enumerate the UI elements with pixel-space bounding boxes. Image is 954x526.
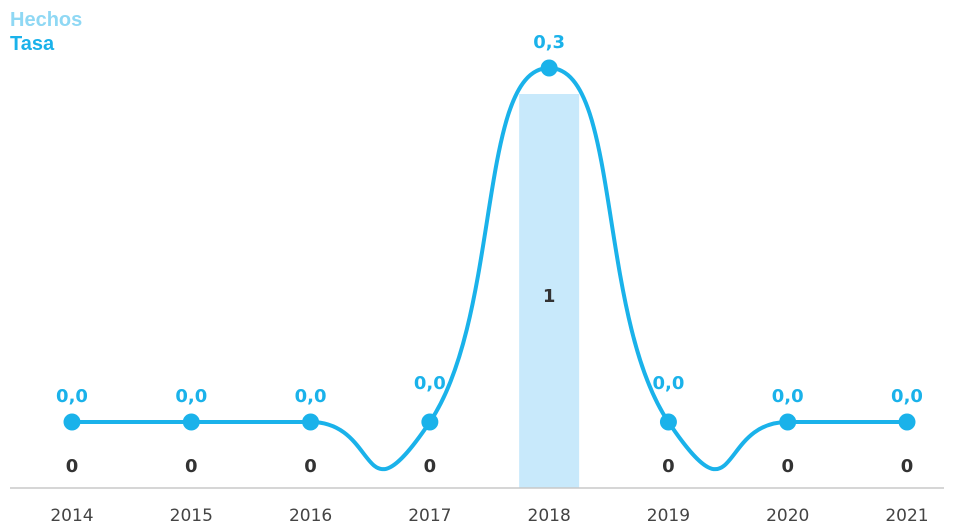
point-2014 (63, 413, 81, 431)
point-2016 (302, 413, 320, 431)
point-2019 (659, 413, 677, 431)
hechos-label-2014: 0 (66, 456, 79, 477)
tasa-label-2021: 0,0 (891, 386, 923, 407)
x-tick-2018: 2018 (528, 506, 571, 526)
x-tick-2015: 2015 (170, 506, 213, 526)
x-tick-2019: 2019 (647, 506, 690, 526)
x-tick-2021: 2021 (885, 506, 928, 526)
hechos-label-2020: 0 (781, 456, 794, 477)
line-tasa (70, 65, 909, 472)
tasa-label-2015: 0,0 (175, 386, 207, 407)
x-tick-2020: 2020 (766, 506, 809, 526)
hechos-label-2015: 0 (185, 456, 198, 477)
tasa-label-2017: 0,0 (414, 373, 446, 394)
hechos-label-2019: 0 (662, 456, 675, 477)
legend-hechos: Hechos (10, 9, 83, 31)
tasa-label-2018: 0,3 (533, 32, 565, 53)
point-2015 (182, 413, 200, 431)
tasa-label-2014: 0,0 (56, 386, 88, 407)
tasa-label-2016: 0,0 (295, 386, 327, 407)
point-2017 (421, 413, 439, 431)
legend-tasa: Tasa (10, 33, 55, 55)
x-tick-2017: 2017 (408, 506, 451, 526)
hechos-label-2016: 0 (304, 456, 317, 477)
hechos-label-2018: 1 (543, 286, 556, 307)
bar-2018 (519, 94, 580, 488)
point-2018 (540, 59, 558, 77)
legend: Hechos Tasa (10, 8, 82, 56)
x-tick-2016: 2016 (289, 506, 332, 526)
x-tick-2014: 2014 (50, 506, 93, 526)
tasa-label-2020: 0,0 (772, 386, 804, 407)
point-2021 (898, 413, 916, 431)
hechos-label-2021: 0 (901, 456, 914, 477)
hechos-label-2017: 0 (424, 456, 437, 477)
point-2020 (779, 413, 797, 431)
tasa-label-2019: 0,0 (652, 373, 684, 394)
